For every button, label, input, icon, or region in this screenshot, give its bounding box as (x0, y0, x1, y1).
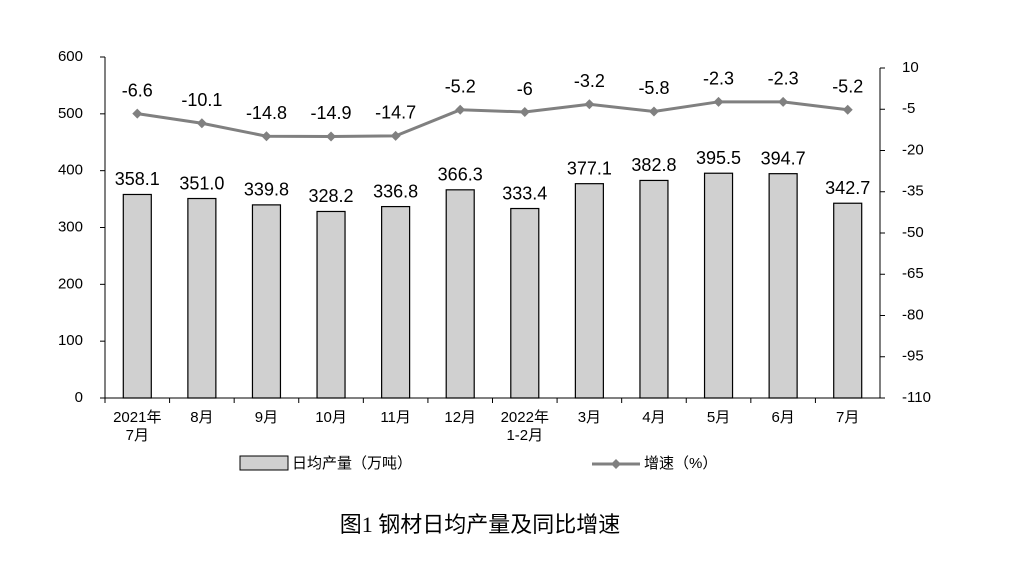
y-tick-label: 0 (75, 389, 83, 406)
line-value-label: -14.9 (311, 103, 352, 123)
bar (187, 197, 217, 399)
line-value-label: -3.2 (574, 71, 605, 91)
y-tick-label: 600 (58, 48, 83, 65)
bar-value-label: 395.5 (696, 148, 741, 168)
line-marker (584, 99, 595, 110)
bar (122, 193, 152, 399)
line-value-label: -2.3 (703, 69, 734, 89)
bar-value-label: 394.7 (761, 148, 806, 168)
line-value-label: -10.1 (181, 90, 222, 110)
legend-label: 增速（%） (644, 455, 717, 472)
x-tick-label: 5月 (707, 409, 730, 426)
bar (639, 179, 669, 399)
bar-value-label: 377.1 (567, 158, 612, 178)
y2-tick-label: -65 (902, 265, 924, 282)
line-marker (519, 107, 530, 117)
line-value-label: -5.8 (638, 78, 669, 98)
bar-value-label: 382.8 (631, 155, 676, 175)
bar-value-label: 328.2 (309, 186, 354, 206)
line-marker (196, 118, 207, 129)
y2-tick-label: -95 (902, 348, 924, 365)
x-tick-label: 2021年 7月 (113, 409, 161, 444)
line-value-label: -5.2 (832, 77, 863, 97)
chart-title: 图1 钢材日均产量及同比增速 (340, 512, 621, 537)
line-value-label: -6.6 (122, 80, 153, 100)
bar (381, 205, 411, 399)
line-value-label: -5.2 (445, 77, 476, 97)
y-tick-label: 200 (58, 275, 83, 292)
bar (510, 207, 540, 399)
line-marker (842, 104, 853, 115)
bar (251, 204, 282, 399)
x-tick-label: 10月 (315, 409, 347, 426)
bar (445, 189, 475, 399)
bar (703, 172, 734, 399)
legend-label: 日均产量（万吨） (292, 455, 412, 472)
x-tick-label: 11月 (380, 409, 411, 426)
growth-line (137, 100, 848, 138)
line-value-label: -6 (517, 79, 533, 99)
bar-value-label: 366.3 (438, 165, 483, 185)
x-tick-label: 2022年 1-2月 (501, 409, 549, 444)
bar-value-label: 336.8 (373, 181, 418, 201)
x-tick-label: 3月 (578, 409, 601, 426)
bar-value-label: 358.1 (115, 169, 160, 189)
y-tick-label: 100 (58, 332, 83, 349)
y2-tick-label: -80 (902, 306, 924, 323)
legend-marker (611, 459, 621, 469)
line-marker (648, 106, 659, 117)
y-tick-label: 300 (58, 218, 83, 235)
x-tick-label: 4月 (642, 409, 665, 426)
y2-tick-label: -35 (902, 183, 924, 200)
x-tick-label: 7月 (836, 409, 859, 426)
line-value-label: -14.8 (246, 103, 287, 123)
y-tick-label: 400 (58, 162, 83, 179)
x-tick-label: 6月 (771, 409, 794, 426)
bar-value-label: 351.0 (179, 173, 224, 193)
bar (833, 202, 863, 399)
line-value-label: -14.7 (375, 103, 416, 123)
line-marker (778, 96, 789, 107)
legend-swatch (239, 455, 289, 471)
bar (574, 183, 604, 399)
x-tick-label: 12月 (444, 409, 476, 426)
line-marker (326, 131, 337, 142)
line-value-label: -2.3 (768, 69, 799, 89)
line-marker (261, 131, 272, 142)
y2-tick-label: -20 (902, 141, 924, 158)
line-marker (713, 96, 724, 107)
line-marker (132, 108, 143, 119)
y2-tick-label: -5 (902, 100, 915, 117)
line-marker (455, 104, 466, 115)
y-tick-label: 500 (58, 105, 83, 122)
bar-value-label: 342.7 (825, 178, 870, 198)
bar (768, 173, 798, 399)
y2-tick-label: 10 (902, 59, 919, 76)
y2-tick-label: -110 (902, 389, 931, 406)
line-marker (390, 130, 401, 141)
x-tick-label: 9月 (255, 409, 278, 426)
bar-value-label: 333.4 (502, 183, 547, 203)
y2-tick-label: -50 (902, 224, 924, 241)
bar-value-label: 339.8 (244, 180, 289, 200)
x-tick-label: 8月 (190, 409, 213, 426)
bar (316, 210, 346, 399)
